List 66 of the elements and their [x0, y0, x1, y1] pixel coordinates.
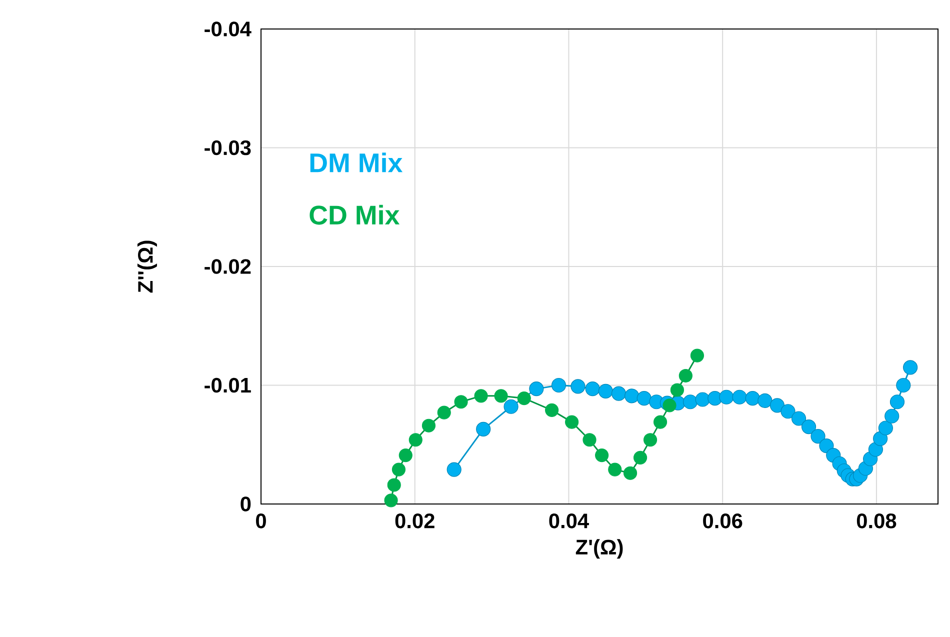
- point: [387, 478, 401, 492]
- point: [662, 398, 676, 412]
- text: DM Mix: [310, 152, 403, 172]
- point: [890, 394, 905, 410]
- point: [598, 384, 613, 398]
- point: [623, 466, 638, 480]
- point: [608, 462, 622, 476]
- point: [643, 433, 658, 447]
- y-tick-label: 0: [240, 496, 251, 512]
- point: [565, 415, 579, 429]
- text: CD Mix: [310, 204, 400, 225]
- point: [595, 448, 609, 462]
- point: [611, 386, 626, 401]
- point: [719, 390, 734, 404]
- y-tick-label: -0.01: [204, 378, 251, 393]
- point: [678, 368, 692, 383]
- point: [670, 383, 684, 397]
- x-tick-label: 0.04: [549, 514, 589, 528]
- point: [732, 390, 747, 404]
- point: [582, 433, 596, 447]
- y-axis-title: Z''(Ω): [137, 240, 157, 293]
- point: [884, 408, 900, 424]
- point: [437, 406, 451, 420]
- point: [446, 462, 462, 477]
- point: [791, 411, 806, 426]
- point: [690, 348, 704, 362]
- x-tick-label: 0.06: [703, 514, 742, 528]
- x-tick-label: 0.02: [395, 514, 434, 528]
- point: [476, 422, 491, 436]
- point: [780, 404, 796, 419]
- point: [695, 392, 710, 407]
- point: [624, 388, 640, 404]
- point: [585, 382, 600, 396]
- point: [551, 378, 566, 393]
- point: [745, 391, 760, 406]
- x-tick-label: 0.08: [856, 514, 896, 528]
- point: [758, 393, 772, 408]
- y-tick-label: -0.04: [204, 22, 252, 36]
- point: [392, 462, 406, 476]
- point: [896, 378, 911, 393]
- point: [653, 415, 668, 429]
- point: [801, 420, 816, 434]
- point: [384, 494, 398, 508]
- point: [454, 395, 468, 409]
- y-tick-label: -0.02: [204, 259, 251, 274]
- point: [422, 418, 436, 432]
- point: [408, 433, 422, 447]
- point: [529, 382, 544, 396]
- point: [570, 379, 586, 394]
- point: [878, 420, 893, 436]
- point: [517, 392, 531, 406]
- point: [873, 431, 888, 446]
- point: [398, 448, 412, 462]
- point: [504, 399, 518, 414]
- point: [903, 360, 918, 375]
- x-axis-title: Z'(Ω): [576, 539, 623, 559]
- point: [682, 394, 698, 410]
- x-tick-label: 0: [256, 514, 266, 528]
- point: [494, 389, 508, 403]
- point: [770, 398, 785, 413]
- point: [545, 403, 559, 417]
- point: [633, 450, 648, 464]
- point: [636, 391, 652, 406]
- point: [474, 389, 488, 403]
- y-tick-label: -0.03: [204, 140, 251, 156]
- point: [810, 429, 826, 444]
